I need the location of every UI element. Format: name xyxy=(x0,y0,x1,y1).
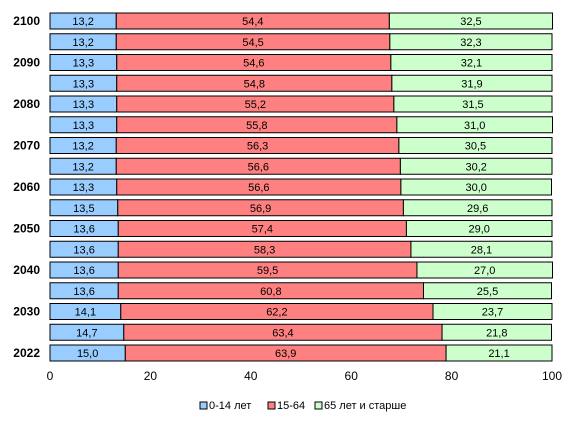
data-label-2080-series-0: 13,3 xyxy=(73,99,94,111)
data-label-2022-series-0: 15,0 xyxy=(77,348,98,360)
data-label-2050-series-2: 29,0 xyxy=(468,224,489,236)
bar-2035-series-2 xyxy=(422,282,552,300)
data-label-2070-series-1: 56,3 xyxy=(247,141,268,153)
bar-labels-layer: 13,2 54,4 32,5 13,2 54,5 32,3 13,3 54,6 32,1 13,3… xyxy=(72,16,509,360)
bar-2090-series-2 xyxy=(390,54,553,71)
data-label-2100-series-2: 32,5 xyxy=(460,16,481,28)
data-label-2030-series-0: 14,1 xyxy=(75,307,96,319)
bar-2025-series-2 xyxy=(441,323,552,341)
data-label-2085-series-2: 31,9 xyxy=(461,78,482,90)
bar-2055-series-2 xyxy=(402,199,553,217)
bar-2065-series-2 xyxy=(399,157,553,175)
data-label-2035-series-2: 25,5 xyxy=(477,286,498,298)
data-label-2030-series-1: 62,2 xyxy=(266,307,287,319)
x-tick-label-40: 40 xyxy=(244,369,258,383)
data-label-2065-series-2: 30,2 xyxy=(465,161,486,173)
data-label-2025-series-1: 63,4 xyxy=(272,327,293,339)
data-label-2085-series-1: 54,8 xyxy=(244,78,265,90)
data-label-2060-series-2: 30,0 xyxy=(465,182,486,194)
data-label-2025-series-0: 14,7 xyxy=(76,327,97,339)
data-label-2075-series-2: 31,0 xyxy=(464,120,485,132)
bar-2070-series-2 xyxy=(398,137,553,154)
data-label-2035-series-1: 60,8 xyxy=(260,286,281,298)
data-label-2065-series-0: 13,2 xyxy=(72,161,93,173)
data-label-2055-series-1: 56,9 xyxy=(250,203,271,215)
legend-swatch-0 xyxy=(199,401,208,410)
data-label-2060-series-0: 13,3 xyxy=(73,182,94,194)
x-tick-label-100: 100 xyxy=(542,369,562,383)
bar-2060-series-2 xyxy=(400,178,552,196)
data-label-2045-series-0: 13,6 xyxy=(73,244,94,256)
data-label-2070-series-2: 30,5 xyxy=(465,141,486,153)
data-label-2040-series-2: 27,0 xyxy=(474,265,495,277)
bar-2030-series-2 xyxy=(432,303,553,320)
bars-layer xyxy=(49,12,554,362)
data-label-2080-series-2: 31,5 xyxy=(462,99,483,111)
data-label-2025-series-2: 21,8 xyxy=(486,327,507,339)
data-label-2075-series-0: 13,3 xyxy=(73,120,94,132)
x-tick-label-0: 0 xyxy=(47,369,54,383)
legend-label-0: 0-14 лет xyxy=(209,400,251,412)
year-label-2040: 2040 xyxy=(13,263,40,277)
data-label-2035-series-0: 13,6 xyxy=(73,286,94,298)
year-label-2070: 2070 xyxy=(13,139,40,153)
year-label-2050: 2050 xyxy=(13,222,40,236)
bar-2040-series-2 xyxy=(416,261,554,279)
data-label-2090-series-1: 54,6 xyxy=(243,58,264,70)
year-label-2090: 2090 xyxy=(13,56,40,70)
data-label-2055-series-0: 13,5 xyxy=(73,203,94,215)
bar-2100-series-2 xyxy=(388,12,554,30)
data-label-2040-series-1: 59,5 xyxy=(257,265,278,277)
year-label-2030: 2030 xyxy=(13,305,40,319)
data-label-2045-series-2: 28,1 xyxy=(471,244,492,256)
x-tick-label-60: 60 xyxy=(345,369,359,383)
data-label-2040-series-0: 13,6 xyxy=(73,265,94,277)
year-labels-layer: 2100 2090 2080 2070 2060 2050 2040 2030 2022 xyxy=(13,14,40,360)
year-label-2100: 2100 xyxy=(13,14,40,28)
data-label-2050-series-0: 13,6 xyxy=(73,224,94,236)
data-label-2080-series-1: 55,2 xyxy=(245,99,266,111)
year-label-2060: 2060 xyxy=(13,180,40,194)
data-label-2050-series-1: 57,4 xyxy=(252,224,273,236)
x-tick-label-20: 20 xyxy=(144,369,158,383)
bar-2022-series-2 xyxy=(445,344,553,362)
data-label-2090-series-2: 32,1 xyxy=(461,58,482,70)
bar-2050-series-2 xyxy=(405,220,553,237)
data-label-2095-series-1: 54,5 xyxy=(242,37,263,49)
data-label-2060-series-1: 56,6 xyxy=(248,182,269,194)
data-label-2085-series-0: 13,3 xyxy=(73,78,94,90)
legend-label-2: 65 лет и старше xyxy=(324,400,406,412)
x-tick-label-80: 80 xyxy=(445,369,459,383)
data-label-2095-series-0: 13,2 xyxy=(72,37,93,49)
data-label-2095-series-2: 32,3 xyxy=(460,37,481,49)
data-label-2100-series-1: 54,4 xyxy=(242,16,263,28)
legend-label-1: 15-64 xyxy=(277,400,305,412)
year-label-2080: 2080 xyxy=(13,97,40,111)
bar-2075-series-2 xyxy=(396,116,554,134)
year-label-2022: 2022 xyxy=(13,346,40,360)
data-label-2090-series-0: 13,3 xyxy=(73,58,94,70)
data-label-2045-series-1: 58,3 xyxy=(254,244,275,256)
bar-2085-series-2 xyxy=(391,74,553,92)
x-axis: 0 20 40 60 80 100 xyxy=(47,369,563,383)
data-label-2070-series-0: 13,2 xyxy=(72,141,93,153)
data-label-2055-series-2: 29,6 xyxy=(467,203,488,215)
data-label-2065-series-1: 56,6 xyxy=(248,161,269,173)
data-label-2022-series-1: 63,9 xyxy=(275,348,296,360)
bar-2045-series-2 xyxy=(410,240,553,258)
legend: 0-14 лет 15-64 65 лет и старше xyxy=(199,400,406,412)
data-label-2022-series-2: 21,1 xyxy=(488,348,509,360)
legend-swatch-2 xyxy=(314,401,323,410)
data-label-2030-series-2: 23,7 xyxy=(482,307,503,319)
bar-2095-series-2 xyxy=(389,33,553,51)
bar-2080-series-2 xyxy=(393,95,553,113)
legend-swatch-1 xyxy=(267,401,276,410)
data-label-2100-series-0: 13,2 xyxy=(72,16,93,28)
data-label-2075-series-1: 55,8 xyxy=(246,120,267,132)
